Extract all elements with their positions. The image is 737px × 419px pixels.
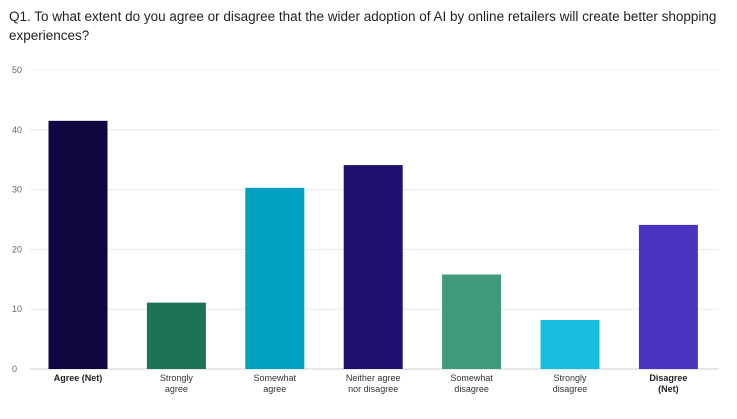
y-tick-label: 20: [12, 244, 22, 254]
y-tick-label: 40: [12, 125, 22, 135]
bar: [540, 319, 600, 369]
chart-title: Q1. To what extent do you agree or disag…: [9, 9, 717, 43]
x-tick-label: Neither agree: [346, 373, 401, 383]
bar: [343, 165, 403, 369]
bar: [638, 224, 698, 369]
x-tick-label: Strongly: [160, 373, 194, 383]
y-tick-label: 50: [12, 65, 22, 75]
x-tick-label: nor disagree: [348, 384, 398, 394]
bar: [146, 302, 206, 369]
bar: [442, 274, 502, 369]
bar: [48, 120, 108, 369]
x-tick-label: agree: [165, 384, 188, 394]
x-tick-label: Somewhat: [450, 373, 493, 383]
x-tick-label: (Net): [658, 384, 679, 394]
x-tick-label: Agree (Net): [54, 373, 103, 383]
bar: [245, 187, 305, 369]
x-axis: Agree (Net) StronglyagreeSomewhatagreeNei…: [54, 373, 688, 394]
y-tick-label: 30: [12, 185, 22, 195]
x-tick-label: agree: [263, 384, 286, 394]
y-axis: 0 10 20 30 40 50: [12, 65, 22, 374]
bars: [48, 120, 698, 369]
y-tick-label: 0: [12, 364, 17, 374]
x-tick-label: disagree: [553, 384, 588, 394]
x-tick-label: disagree: [454, 384, 489, 394]
y-tick-label: 10: [12, 304, 22, 314]
x-tick-label: Disagree: [649, 373, 687, 383]
x-tick-label: Strongly: [553, 373, 587, 383]
x-tick-label: Somewhat: [254, 373, 297, 383]
